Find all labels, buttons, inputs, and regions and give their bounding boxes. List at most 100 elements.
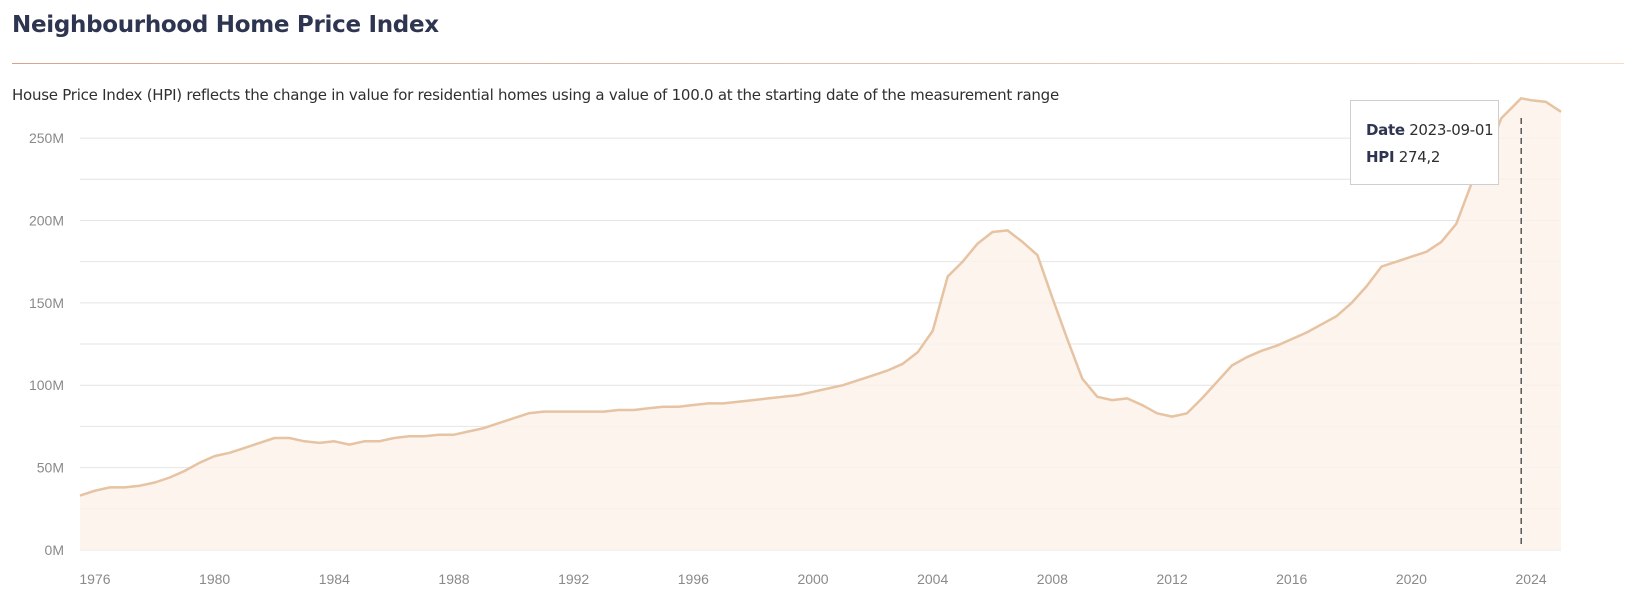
hpi-point — [1393, 259, 1399, 265]
hpi-point — [167, 475, 173, 481]
hpi-point — [675, 404, 681, 410]
hpi-point — [1244, 354, 1250, 360]
hpi-point — [1543, 99, 1549, 105]
hpi-point — [1274, 343, 1280, 349]
x-tick-label: 2012 — [1156, 571, 1187, 587]
x-tick-label: 2004 — [917, 571, 948, 587]
x-tick-label: 1996 — [678, 571, 709, 587]
hpi-point — [1154, 410, 1160, 416]
hpi-point — [720, 400, 726, 406]
hpi-point — [77, 493, 83, 499]
hpi-point — [526, 410, 532, 416]
hpi-point — [1079, 376, 1085, 382]
hpi-point — [1319, 321, 1325, 327]
hpi-point — [1304, 330, 1310, 336]
hpi-point — [1453, 221, 1459, 227]
hpi-point — [451, 432, 457, 438]
hpi-point — [361, 438, 367, 444]
tooltip-date-row: Date 2023-09-01 — [1366, 121, 1498, 148]
hpi-point — [1109, 397, 1115, 403]
hpi-point — [631, 407, 637, 413]
hpi-point — [1334, 313, 1340, 319]
hpi-point — [571, 409, 577, 415]
hpi-point — [1199, 395, 1205, 401]
hpi-point — [376, 438, 382, 444]
hpi-point — [286, 435, 292, 441]
x-tick-label: 2020 — [1396, 571, 1427, 587]
hpi-point — [616, 407, 622, 413]
hpi-point — [1558, 109, 1564, 115]
hpi-point — [586, 409, 592, 415]
y-tick-label: 250M — [29, 130, 64, 146]
hpi-point — [975, 241, 981, 247]
hpi-point — [197, 460, 203, 466]
hpi-point — [915, 349, 921, 355]
hpi-point — [1528, 97, 1534, 103]
hpi-point — [316, 440, 322, 446]
hpi-point — [885, 367, 891, 373]
x-tick-label: 1980 — [199, 571, 230, 587]
hpi-point — [780, 394, 786, 400]
hpi-point — [1214, 379, 1220, 385]
hpi-line[interactable] — [79, 97, 1562, 497]
hpi-point — [810, 389, 816, 395]
tooltip-hpi-value: 274,2 — [1398, 148, 1441, 166]
hpi-area — [80, 98, 1561, 551]
hpi-point — [1379, 264, 1385, 270]
hpi-point — [1139, 402, 1145, 408]
hpi-point — [391, 435, 397, 441]
hpi-point — [930, 328, 936, 334]
hpi-point — [1364, 283, 1370, 289]
hpi-point — [1124, 395, 1130, 401]
hpi-point — [122, 484, 128, 490]
hpi-point — [1094, 394, 1100, 400]
hpi-point — [900, 361, 906, 367]
hpi-point — [1498, 115, 1504, 121]
hpi-point — [227, 450, 233, 456]
hpi-point — [1259, 348, 1265, 354]
hpi-point — [765, 395, 771, 401]
hpi-point — [795, 392, 801, 398]
hpi-point — [346, 442, 352, 448]
hpi-point — [1169, 414, 1175, 420]
hpi-point — [601, 409, 607, 415]
hpi-point — [496, 420, 502, 426]
title-divider — [12, 63, 1624, 64]
y-tick-label: 0M — [45, 542, 64, 558]
tooltip-date-value: 2023-09-01 — [1409, 121, 1494, 139]
hpi-point — [1049, 295, 1055, 301]
hpi-point — [825, 386, 831, 392]
hpi-point — [1349, 300, 1355, 306]
hpi-point — [1034, 252, 1040, 258]
hpi-point — [690, 402, 696, 408]
hpi-point — [137, 483, 143, 489]
y-tick-label: 100M — [29, 377, 64, 393]
hpi-point — [556, 409, 562, 415]
hpi-point — [1005, 227, 1011, 233]
hpi-point — [705, 400, 711, 406]
hpi-point — [1064, 336, 1070, 342]
hpi-point — [1289, 336, 1295, 342]
x-axis: 1976 1980 1984 1988 1992 1996 2000 2004 2008 2012… — [79, 571, 1546, 587]
hpi-point — [1229, 363, 1235, 369]
hpi-point — [436, 432, 442, 438]
hpi-point — [152, 480, 158, 486]
hpi-point — [182, 468, 188, 474]
hpi-point — [1423, 249, 1429, 255]
y-tick-label: 150M — [29, 295, 64, 311]
hpi-point — [945, 274, 951, 280]
hpi-point — [855, 377, 861, 383]
hpi-point — [960, 259, 966, 265]
hpi-point — [331, 438, 337, 444]
y-tick-label: 200M — [29, 212, 64, 228]
hpi-point — [735, 399, 741, 405]
hpi-point — [646, 405, 652, 411]
x-tick-label: 2024 — [1516, 571, 1547, 587]
hpi-point — [257, 440, 263, 446]
hpi-point — [466, 428, 472, 434]
x-tick-label: 2008 — [1037, 571, 1068, 587]
x-tick-label: 2016 — [1276, 571, 1307, 587]
chart-description: House Price Index (HPI) reflects the cha… — [12, 86, 1059, 104]
hpi-point — [481, 425, 487, 431]
